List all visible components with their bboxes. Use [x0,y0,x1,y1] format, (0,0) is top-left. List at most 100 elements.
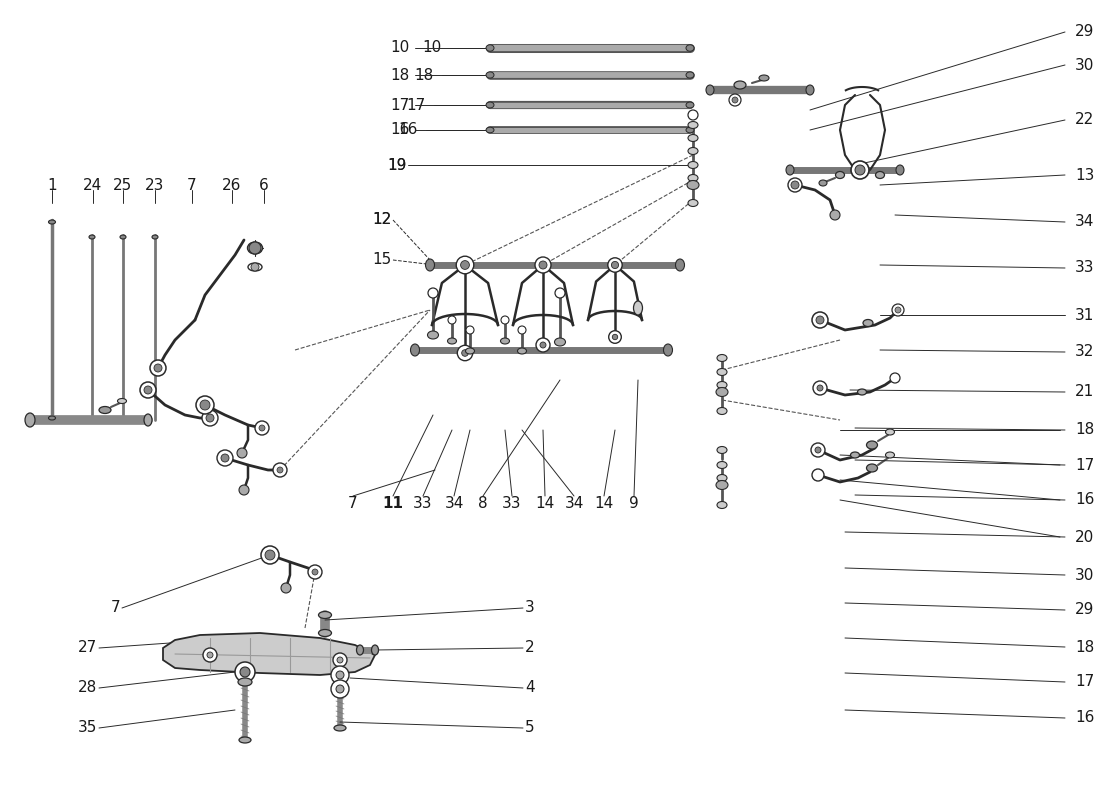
Ellipse shape [867,464,878,472]
Circle shape [428,288,438,298]
Circle shape [150,360,166,376]
Ellipse shape [867,441,878,449]
Circle shape [830,210,840,220]
Circle shape [235,662,255,682]
Ellipse shape [688,199,698,206]
Text: 32: 32 [1075,345,1094,359]
Circle shape [815,447,821,453]
Circle shape [851,161,869,179]
Circle shape [812,312,828,328]
Circle shape [236,448,248,458]
Circle shape [556,288,565,298]
Ellipse shape [820,180,827,186]
Text: 6: 6 [260,178,268,193]
Circle shape [855,165,865,175]
Ellipse shape [486,72,494,78]
Text: 11: 11 [383,497,404,511]
Ellipse shape [89,235,95,239]
Text: 29: 29 [1075,602,1094,618]
Ellipse shape [686,72,694,78]
Ellipse shape [759,75,769,81]
Ellipse shape [428,331,439,339]
Ellipse shape [706,85,714,95]
Text: 33: 33 [414,497,432,511]
Ellipse shape [786,165,794,175]
Text: 19: 19 [387,158,407,173]
Circle shape [258,425,265,431]
Circle shape [249,242,261,254]
Polygon shape [163,633,375,675]
Ellipse shape [850,452,859,458]
Text: 25: 25 [113,178,133,193]
Ellipse shape [554,338,565,346]
Circle shape [791,181,799,189]
Ellipse shape [48,416,55,420]
Circle shape [240,667,250,677]
Ellipse shape [238,678,252,686]
Circle shape [154,364,162,372]
Circle shape [539,261,547,269]
Ellipse shape [144,414,152,426]
Text: 14: 14 [536,497,554,511]
Ellipse shape [239,737,251,743]
Text: 33: 33 [503,497,521,511]
Text: 3: 3 [525,601,535,615]
Ellipse shape [99,406,111,414]
Circle shape [892,304,904,316]
Ellipse shape [248,263,262,271]
Ellipse shape [734,81,746,89]
Ellipse shape [486,45,494,51]
Ellipse shape [717,407,727,414]
Ellipse shape [688,122,698,129]
Circle shape [331,666,349,684]
Ellipse shape [717,502,727,509]
Ellipse shape [688,174,698,182]
Ellipse shape [688,147,698,154]
Text: 18: 18 [1075,422,1094,438]
Circle shape [811,443,825,457]
Circle shape [613,334,618,340]
Circle shape [518,326,526,334]
Text: 7: 7 [110,601,120,615]
Text: 2: 2 [525,641,535,655]
Circle shape [204,648,217,662]
Ellipse shape [717,369,727,375]
Ellipse shape [686,45,694,51]
Ellipse shape [886,452,894,458]
Text: 26: 26 [222,178,242,193]
Ellipse shape [334,725,346,731]
Text: 34: 34 [564,497,584,511]
Text: 17: 17 [407,98,426,113]
Circle shape [255,421,270,435]
Text: 16: 16 [390,122,410,138]
Ellipse shape [836,171,845,178]
Text: 31: 31 [1075,307,1094,322]
Circle shape [608,330,622,343]
Ellipse shape [48,220,55,224]
Circle shape [535,257,551,273]
Ellipse shape [686,102,694,108]
Ellipse shape [717,382,727,389]
Ellipse shape [319,611,331,618]
Text: 12: 12 [373,213,392,227]
Ellipse shape [686,127,694,133]
Text: 7: 7 [187,178,197,193]
Ellipse shape [465,348,474,354]
Ellipse shape [426,259,434,271]
Circle shape [333,653,346,667]
Circle shape [308,565,322,579]
Text: 34: 34 [1075,214,1094,230]
Text: 14: 14 [594,497,614,511]
Text: 12: 12 [373,213,392,227]
Circle shape [813,381,827,395]
Circle shape [140,382,156,398]
Ellipse shape [806,85,814,95]
Ellipse shape [634,301,642,315]
Circle shape [207,652,213,658]
Text: 22: 22 [1075,113,1094,127]
Ellipse shape [864,319,873,326]
Text: 24: 24 [84,178,102,193]
Text: 10: 10 [390,41,410,55]
Circle shape [217,450,233,466]
Text: 18: 18 [1075,639,1094,654]
